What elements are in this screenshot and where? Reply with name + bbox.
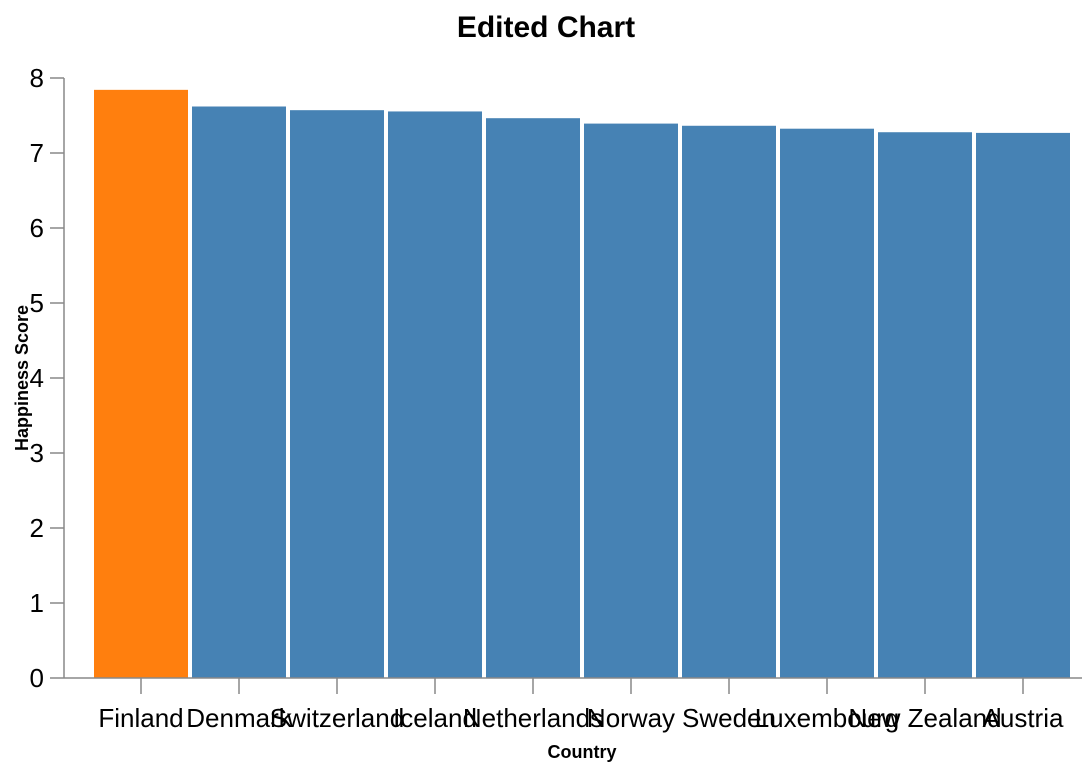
x-tick-label: Denmark [186, 703, 292, 733]
bar-netherlands [486, 118, 580, 678]
bar-luxembourg [780, 128, 874, 678]
bar-austria [976, 132, 1070, 678]
y-tick-label: 3 [30, 438, 44, 468]
y-tick-label: 6 [30, 213, 44, 243]
y-tick-label: 1 [30, 588, 44, 618]
x-tick-label: New Zealand [848, 703, 1001, 733]
x-tick-label: Austria [983, 703, 1064, 733]
bar-sweden [682, 125, 776, 678]
x-tick-label: Finland [98, 703, 183, 733]
y-axis-label: Happiness Score [12, 305, 32, 451]
y-tick-label: 4 [30, 363, 44, 393]
y-tick-label: 7 [30, 138, 44, 168]
bar-norway [584, 123, 678, 679]
bar-finland [94, 89, 188, 679]
y-axis: 0 1 2 3 4 5 6 7 8 [30, 63, 65, 693]
x-tick-label: Sweden [682, 703, 776, 733]
y-tick-label: 0 [30, 663, 44, 693]
x-axis: Finland DenmarkSwitzerlandIcelandNetherla… [64, 677, 1082, 733]
bar-switzerland [290, 110, 384, 679]
x-tick-label: Switzerland [270, 703, 404, 733]
y-tick-label: 5 [30, 288, 44, 318]
x-tick-label: Iceland [393, 703, 477, 733]
x-tick-label: Luxembourg [755, 703, 900, 733]
y-tick-label: 8 [30, 63, 44, 93]
bars-group [94, 89, 1070, 679]
y-tick-label: 2 [30, 513, 44, 543]
x-tick-label: Netherlands [463, 703, 603, 733]
x-tick-label: Norway [587, 703, 675, 733]
bar-iceland [388, 111, 482, 678]
x-axis-label: Country [548, 742, 617, 762]
bar-new-zealand [878, 132, 972, 679]
chart-title: Edited Chart [457, 11, 635, 44]
bar-denmark [192, 106, 286, 678]
